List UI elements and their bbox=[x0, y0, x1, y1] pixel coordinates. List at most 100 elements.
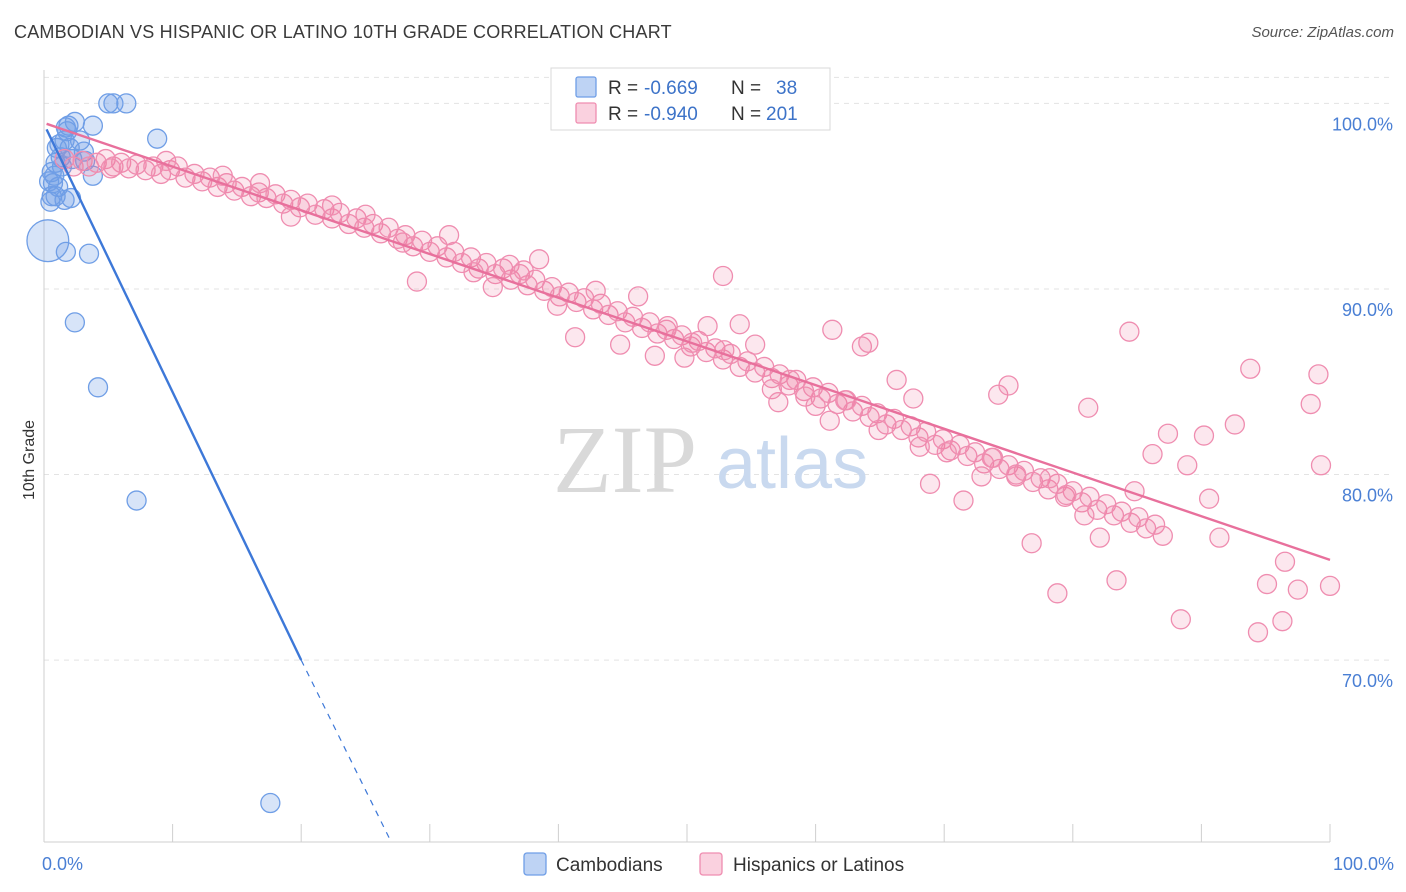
hispanic-point bbox=[644, 345, 665, 366]
cambodian-trend-line bbox=[45, 128, 303, 661]
hispanic-point bbox=[585, 280, 606, 301]
hispanic-point bbox=[971, 466, 992, 487]
hispanic-point bbox=[1308, 364, 1329, 385]
hispanic-point bbox=[1198, 488, 1220, 509]
legend-swatch-hispanics bbox=[699, 852, 723, 876]
hispanic-point bbox=[1193, 425, 1215, 446]
cambodian-point bbox=[147, 128, 168, 149]
hispanic-point bbox=[998, 375, 1019, 396]
hispanic-point bbox=[919, 473, 941, 494]
hispanic-point bbox=[406, 271, 428, 292]
cambodian-point bbox=[78, 243, 100, 264]
tick-labels: 100.0% 90.0% 80.0% 70.0% 0.0% 100.0% bbox=[42, 114, 1394, 874]
y-tick-label: 80.0% bbox=[1342, 486, 1393, 506]
hispanic-point bbox=[1177, 455, 1198, 476]
hispanic-point bbox=[1047, 583, 1068, 604]
cambodian-point bbox=[260, 792, 281, 814]
legend-n-value: 38 bbox=[776, 78, 797, 99]
y-tick-label: 100.0% bbox=[1332, 114, 1393, 134]
hispanic-point bbox=[1224, 414, 1245, 435]
hispanic-point bbox=[1152, 525, 1173, 546]
hispanic-point bbox=[858, 332, 879, 353]
cambodian-point bbox=[62, 148, 83, 170]
trend-lines bbox=[45, 122, 1331, 843]
cambodian-point bbox=[103, 93, 124, 114]
hispanic-point bbox=[1021, 533, 1042, 554]
hispanic-point bbox=[1157, 423, 1179, 444]
hispanic-point bbox=[982, 447, 1004, 469]
legend-n-label: N = bbox=[731, 104, 761, 125]
hispanic-point bbox=[761, 379, 783, 400]
hispanic-point bbox=[868, 419, 889, 441]
hispanic-point bbox=[1310, 455, 1332, 476]
legend-label-hispanics: Hispanics or Latinos bbox=[733, 855, 904, 876]
hispanic-point bbox=[729, 314, 750, 335]
hispanic-point bbox=[1300, 393, 1321, 415]
hispanic-point bbox=[482, 276, 503, 298]
hispanic-point bbox=[1319, 575, 1341, 597]
cambodian-point bbox=[55, 241, 77, 263]
hispanic-point bbox=[564, 327, 586, 348]
x-tick-label: 0.0% bbox=[42, 854, 83, 874]
cambodian-point bbox=[82, 115, 104, 136]
hispanic-point bbox=[1240, 358, 1261, 379]
hispanic-point bbox=[805, 395, 826, 417]
hispanic-point bbox=[609, 334, 631, 355]
cambodian-point bbox=[98, 93, 119, 114]
hispanic-point bbox=[1287, 579, 1308, 600]
y-axis-title: 10th Grade bbox=[21, 420, 38, 500]
hispanic-point bbox=[1256, 573, 1278, 595]
hispanic-point bbox=[851, 336, 873, 357]
cambodian-point bbox=[38, 171, 60, 192]
hispanic-point bbox=[627, 286, 649, 307]
cambodian-point bbox=[26, 219, 70, 263]
hispanic-point bbox=[1056, 484, 1077, 506]
axes bbox=[43, 70, 1331, 843]
hispanic-point bbox=[1170, 609, 1191, 630]
hispanic-point bbox=[768, 392, 789, 413]
hispanic-point bbox=[355, 204, 376, 225]
hispanic-point bbox=[886, 369, 907, 391]
y-tick-label: 90.0% bbox=[1342, 300, 1393, 320]
hispanic-point bbox=[1106, 570, 1127, 591]
hispanic-point bbox=[1144, 514, 1166, 535]
hispanic-point bbox=[1039, 468, 1060, 489]
watermark-atlas: atlas bbox=[716, 424, 868, 504]
hispanic-point bbox=[212, 165, 233, 186]
legend-n-value: 201 bbox=[766, 104, 798, 125]
hispanic-point bbox=[513, 260, 534, 281]
grid-lines bbox=[44, 76, 1390, 661]
legend-r-label: R = bbox=[608, 78, 638, 99]
series-legend: Cambodians Hispanics or Latinos bbox=[523, 852, 904, 876]
legend-r-label: R = bbox=[608, 104, 638, 125]
cambodian-point bbox=[64, 312, 86, 333]
chart-title: CAMBODIAN VS HISPANIC OR LATINO 10TH GRA… bbox=[14, 22, 672, 42]
data-points bbox=[26, 93, 1341, 814]
hispanic-point bbox=[697, 315, 718, 337]
hispanic-point bbox=[786, 369, 807, 391]
hispanic-point bbox=[1079, 486, 1100, 507]
hispanic-point bbox=[936, 442, 957, 463]
legend-swatch-hispanics bbox=[575, 102, 597, 124]
cambodian-point bbox=[87, 377, 109, 398]
hispanic-point bbox=[1089, 527, 1110, 548]
hispanic-point bbox=[1274, 551, 1296, 572]
hispanic-point bbox=[953, 490, 974, 511]
hispanic-point bbox=[1074, 505, 1095, 526]
hispanic-point bbox=[100, 158, 122, 179]
hispanic-point bbox=[438, 225, 460, 246]
hispanic-point bbox=[1078, 397, 1099, 418]
hispanic-trend-line bbox=[46, 122, 1331, 562]
legend-r-value: -0.669 bbox=[644, 78, 698, 99]
hispanic-point bbox=[745, 334, 766, 355]
source-label: Source: ZipAtlas.com bbox=[1251, 24, 1394, 41]
hispanic-point bbox=[819, 410, 840, 431]
hispanic-point bbox=[909, 436, 930, 457]
y-tick-label: 70.0% bbox=[1342, 671, 1393, 691]
watermark-zip: ZIP bbox=[553, 406, 697, 513]
hispanic-point bbox=[1119, 321, 1140, 342]
watermark: ZIP atlas bbox=[553, 406, 868, 513]
legend-box bbox=[550, 67, 831, 131]
cambodian-point bbox=[40, 191, 61, 212]
